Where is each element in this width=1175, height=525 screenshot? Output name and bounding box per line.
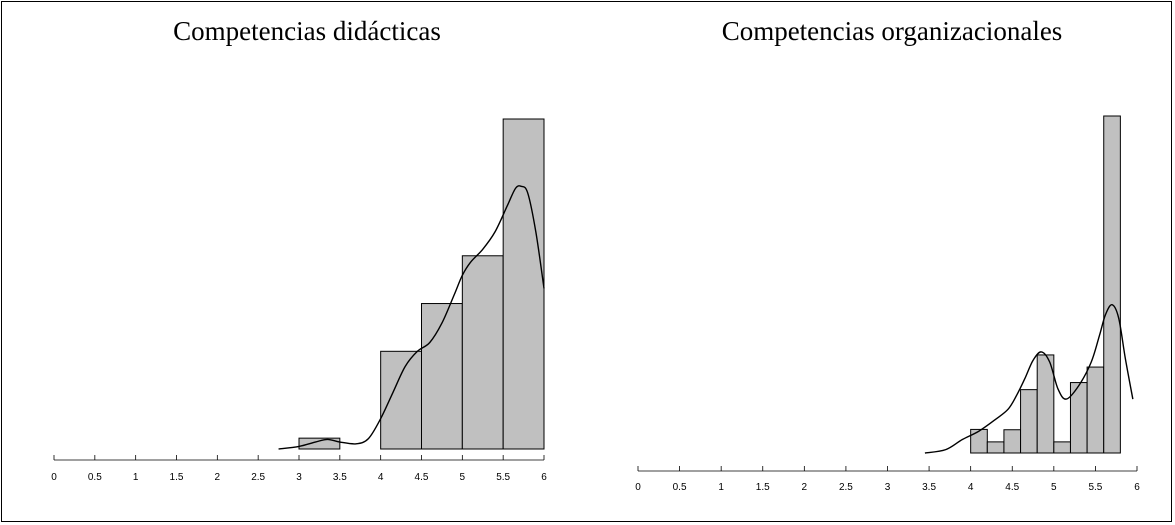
x-tick-label: 4.5 xyxy=(1005,482,1019,493)
x-tick-label: 6 xyxy=(541,472,547,483)
x-tick-label: 5 xyxy=(460,472,466,483)
histogram-bar xyxy=(1086,366,1105,454)
x-tick-label: 3 xyxy=(885,482,891,493)
density-curve xyxy=(924,304,1134,454)
histogram-bar xyxy=(970,428,988,454)
histogram-bar xyxy=(1003,429,1022,454)
histogram-bar xyxy=(298,437,341,450)
x-tick-label: 1.5 xyxy=(170,472,184,483)
x-tick-label: 2 xyxy=(215,472,221,483)
x-tick-label: 0.5 xyxy=(673,482,687,493)
x-tick-label: 1.5 xyxy=(756,482,770,493)
histogram-bar xyxy=(1103,115,1121,454)
chart-title-organizacionales: Competencias organizacionales xyxy=(721,16,1063,46)
histogram-bar xyxy=(380,350,422,450)
x-tick-label: 5.5 xyxy=(1088,482,1102,493)
histogram-bar xyxy=(1036,354,1055,454)
histogram-bar xyxy=(1020,389,1038,454)
histogram-organizacionales: 0 0.5 1 1.5 2 2.5 3 3.5 4 4.5 5 5.5 6 xyxy=(635,115,1140,493)
x-tick-label: 3 xyxy=(296,472,302,483)
x-tick-label: 1 xyxy=(133,472,139,483)
x-tick-label: 4.5 xyxy=(415,472,429,483)
histogram-bar xyxy=(502,118,545,450)
x-tick-label: 3.5 xyxy=(333,472,347,483)
histogram-didacticas: 0 0.5 1 1.5 2 2.5 3 3.5 4 4.5 5 5.5 6 xyxy=(51,118,547,483)
x-tick-label: 0 xyxy=(635,482,641,493)
density-curve xyxy=(278,185,545,450)
histogram-bar xyxy=(461,255,504,450)
x-tick-label: 5 xyxy=(1051,482,1057,493)
x-tick-label: 4 xyxy=(968,482,974,493)
x-tick-label: 3.5 xyxy=(922,482,936,493)
histogram-bar xyxy=(1053,441,1071,454)
x-tick-label: 5.5 xyxy=(496,472,510,483)
x-tick-label: 0.5 xyxy=(88,472,102,483)
x-tick-label: 4 xyxy=(378,472,384,483)
histogram-bar xyxy=(986,441,1005,454)
x-tick-label: 2 xyxy=(802,482,808,493)
x-tick-label: 0 xyxy=(51,472,57,483)
x-tick-label: 2.5 xyxy=(251,472,265,483)
x-tick-label: 6 xyxy=(1134,482,1140,493)
x-tick-label: 2.5 xyxy=(839,482,853,493)
histogram-bar xyxy=(421,303,463,450)
chart-title-didacticas: Competencias didácticas xyxy=(173,16,441,46)
x-tick-label: 1 xyxy=(718,482,724,493)
